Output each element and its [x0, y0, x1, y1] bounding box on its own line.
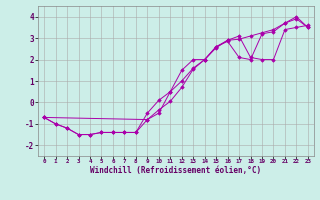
X-axis label: Windchill (Refroidissement éolien,°C): Windchill (Refroidissement éolien,°C) [91, 166, 261, 175]
